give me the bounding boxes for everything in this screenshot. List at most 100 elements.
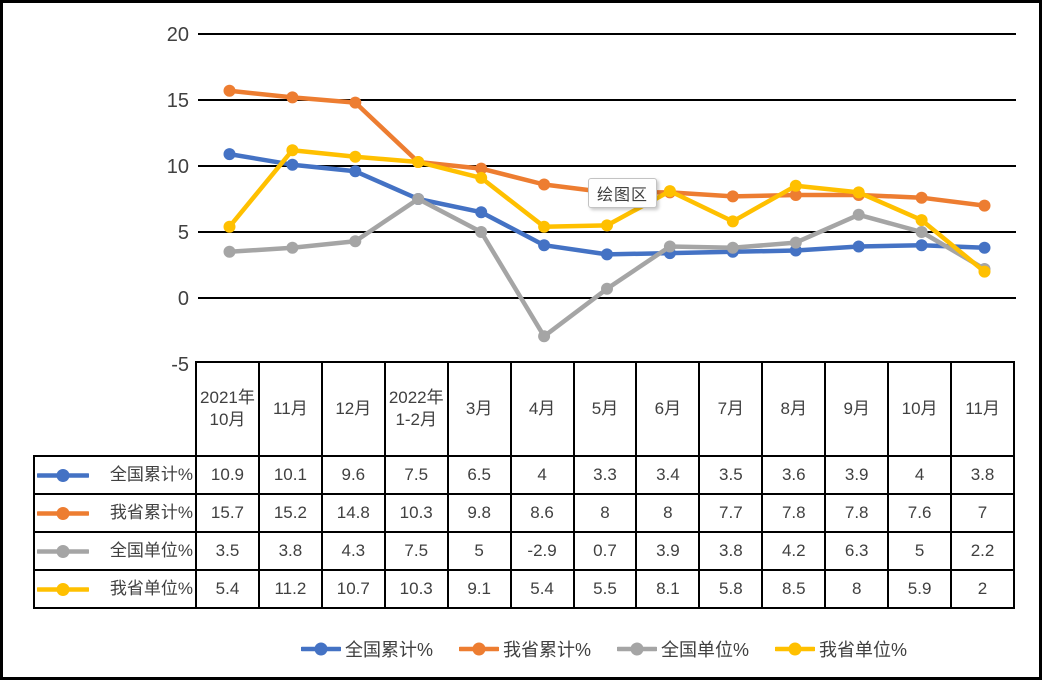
series-key-icon (37, 506, 89, 520)
value-cell: 10.1 (257, 455, 323, 495)
data-point-marker[interactable] (726, 190, 739, 203)
value-cell: 3.9 (635, 531, 701, 571)
value-cell: 11.2 (257, 569, 323, 609)
value-cell: 5 (887, 531, 953, 571)
data-point-marker[interactable] (475, 226, 488, 238)
data-point-marker[interactable] (978, 199, 991, 212)
value-cell: 7 (950, 493, 1015, 533)
value-cell: 3.3 (572, 455, 638, 495)
value-cell: 5.4 (509, 569, 575, 609)
table-row: 全国单位% 3.5 3.8 4.3 7.5 5 -2.9 0.7 3.9 3.8 4.2 6.3 5 2.… (33, 531, 1015, 571)
data-point-marker[interactable] (915, 214, 928, 227)
data-point-marker[interactable] (601, 219, 613, 232)
series-key-icon (37, 582, 89, 596)
data-point-marker[interactable] (538, 220, 551, 233)
data-point-marker[interactable] (223, 245, 236, 258)
data-point-marker[interactable] (286, 241, 299, 254)
value-cell: 5.9 (887, 569, 953, 609)
y-axis-tick-label: 15 (167, 90, 189, 112)
value-cell: 0.7 (572, 531, 638, 571)
series-key-icon (458, 642, 499, 656)
legend-item-全国单位%[interactable]: 全国单位% (617, 636, 749, 662)
table-row: 全国累计% 10.9 10.1 9.6 7.5 6.5 4 3.3 3.4 3.5 3.6 3.9 4 3… (33, 455, 1015, 495)
data-point-marker[interactable] (223, 84, 236, 97)
value-cell: 4 (887, 455, 953, 495)
data-point-marker[interactable] (349, 235, 362, 248)
data-point-marker[interactable] (789, 189, 802, 201)
value-cell: 3.8 (950, 455, 1015, 495)
month-header-cell: 11月 (257, 361, 323, 457)
data-point-marker[interactable] (601, 248, 613, 261)
month-header-cell: 10月 (887, 361, 953, 457)
data-point-marker[interactable] (412, 193, 425, 205)
data-point-marker[interactable] (852, 240, 865, 253)
month-header-cell: 8月 (761, 361, 827, 457)
series-label: 全国单位% (109, 540, 193, 560)
value-cell: 8.1 (635, 569, 701, 609)
value-cell: 10.3 (383, 569, 449, 609)
series-label-cell: 全国累计% (33, 455, 197, 495)
value-cell: 3.5 (195, 531, 260, 571)
data-point-marker[interactable] (538, 239, 551, 252)
data-point-marker[interactable] (349, 150, 362, 163)
value-cell: 7.8 (824, 493, 890, 533)
data-point-marker[interactable] (223, 148, 236, 161)
data-point-marker[interactable] (726, 215, 739, 228)
data-point-marker[interactable] (286, 158, 299, 171)
data-point-marker[interactable] (538, 330, 551, 343)
data-point-marker[interactable] (852, 186, 865, 199)
value-cell: 15.2 (257, 493, 323, 533)
data-point-marker[interactable] (915, 226, 928, 238)
value-cell: 5.5 (572, 569, 638, 609)
value-cell: 3.4 (635, 455, 701, 495)
data-point-marker[interactable] (475, 162, 488, 175)
month-header-cell: 2022年1-2月 (383, 361, 449, 457)
data-point-marker[interactable] (978, 265, 991, 278)
data-point-marker[interactable] (978, 241, 991, 254)
legend-item-我省单位%[interactable]: 我省单位% (775, 636, 907, 662)
data-point-marker[interactable] (852, 208, 865, 221)
series-label-cell: 我省单位% (33, 569, 197, 609)
data-point-marker[interactable] (726, 241, 739, 254)
data-point-marker[interactable] (349, 165, 362, 178)
data-point-marker[interactable] (412, 156, 425, 168)
value-cell: 7.8 (761, 493, 827, 533)
data-point-marker[interactable] (286, 91, 299, 104)
value-cell: 6.3 (824, 531, 890, 571)
data-point-marker[interactable] (475, 206, 488, 219)
data-point-marker[interactable] (789, 179, 802, 192)
month-header-cell: 2021年10月 (195, 361, 260, 457)
value-cell: 14.8 (320, 493, 386, 533)
month-header-cell: 5月 (572, 361, 638, 457)
data-point-marker[interactable] (475, 171, 488, 184)
value-cell: 3.8 (257, 531, 323, 571)
value-cell: 3.6 (761, 455, 827, 495)
month-header-cell: 3月 (446, 361, 512, 457)
value-cell: 4.2 (761, 531, 827, 571)
legend-item-全国累计%[interactable]: 全国累计% (300, 636, 433, 662)
value-cell: 3.8 (698, 531, 764, 571)
value-cell: 15.7 (195, 493, 260, 533)
data-point-marker[interactable] (349, 96, 362, 109)
legend-item-我省累计%[interactable]: 我省累计% (458, 636, 591, 662)
value-cell: 9.1 (446, 569, 512, 609)
data-point-marker[interactable] (663, 185, 676, 198)
data-point-marker[interactable] (915, 191, 928, 204)
data-point-marker[interactable] (789, 236, 802, 249)
series-key-icon (37, 544, 89, 558)
value-cell: 8.6 (509, 493, 575, 533)
value-cell: 5.8 (698, 569, 764, 609)
data-point-marker[interactable] (601, 282, 613, 295)
data-point-marker[interactable] (663, 240, 676, 253)
chart-data-table: 2021年10月 11月 12月 2022年1-2月 3月 4月 5月 6月 7月 8月 9月 10月… (33, 361, 1015, 609)
data-point-marker[interactable] (538, 178, 551, 191)
value-cell: 7.5 (383, 531, 449, 571)
data-point-marker[interactable] (286, 144, 299, 157)
data-point-marker[interactable] (915, 239, 928, 252)
month-header-cell: 6月 (635, 361, 701, 457)
plot-area[interactable]: 20 15 10 5 0 -5 (3, 3, 1042, 381)
data-point-marker[interactable] (223, 220, 236, 233)
y-axis-tick-label: 0 (178, 288, 189, 310)
value-cell: 3.5 (698, 455, 764, 495)
